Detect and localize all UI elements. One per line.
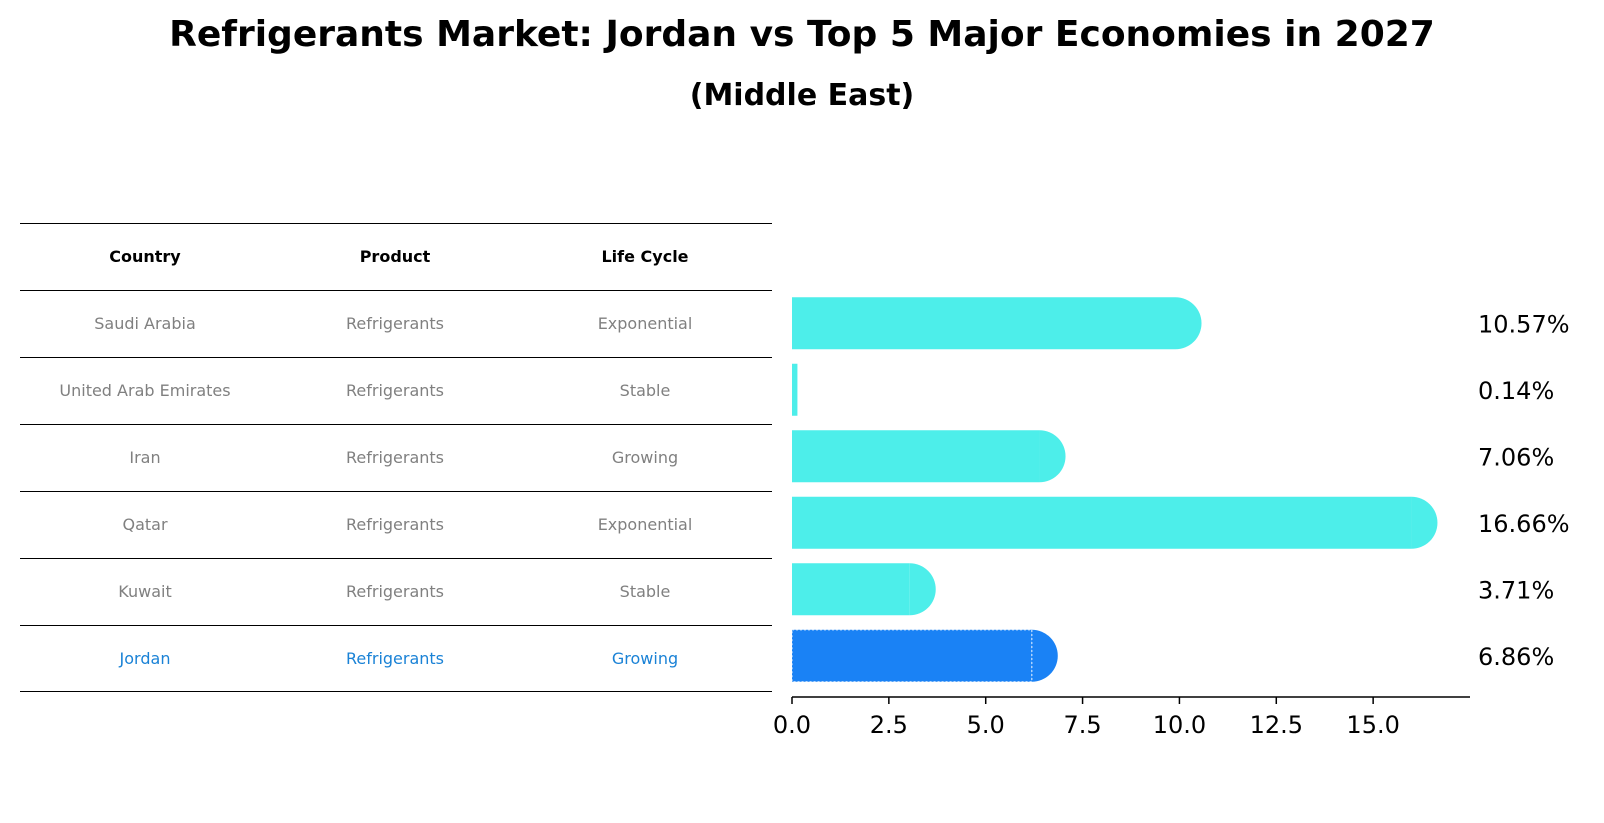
chart-title: Refrigerants Market: Jordan vs Top 5 Maj…: [169, 14, 1435, 55]
x-tick-label: 10.0: [1153, 711, 1206, 739]
bar-cap: [1175, 297, 1202, 350]
chart-subtitle: (Middle East): [689, 78, 915, 113]
bar: [792, 430, 1040, 483]
bar-cap: [1031, 629, 1058, 682]
x-tick-label: 2.5: [870, 711, 908, 739]
cell-life-cycle: Exponential: [597, 314, 693, 333]
country-table: Country Product Life Cycle Saudi Arabia …: [20, 223, 772, 692]
cell-country: Qatar: [122, 515, 168, 534]
cell-life-cycle: Stable: [619, 381, 671, 400]
header-product: Product: [359, 247, 431, 266]
header-life-cycle: Life Cycle: [601, 247, 689, 266]
cell-product: Refrigerants: [345, 649, 445, 668]
bar-value-label: 16.66%: [1478, 510, 1570, 538]
bar-value-label: 7.06%: [1478, 443, 1554, 471]
cell-product: Refrigerants: [345, 314, 445, 333]
header-country: Country: [109, 247, 181, 266]
cell-country: Saudi Arabia: [94, 314, 196, 333]
bar-cap: [1039, 430, 1066, 483]
cell-country: United Arab Emirates: [59, 381, 231, 400]
bar-value-label: 3.71%: [1478, 576, 1554, 604]
bar-value-label: 10.57%: [1478, 310, 1570, 338]
cell-life-cycle: Growing: [611, 649, 679, 668]
cell-country: Kuwait: [118, 582, 172, 601]
table-header-row: Country Product Life Cycle: [20, 223, 772, 290]
cell-product: Refrigerants: [345, 448, 445, 467]
x-tick-label: 7.5: [1063, 711, 1101, 739]
bar-cap: [909, 563, 936, 616]
cell-life-cycle: Growing: [611, 448, 679, 467]
table-row: Kuwait Refrigerants Stable: [20, 558, 772, 625]
bar-value-label: 0.14%: [1478, 377, 1554, 405]
bar: [792, 629, 1032, 682]
bar-highlight-outline: [791, 629, 1033, 683]
cell-product: Refrigerants: [345, 515, 445, 534]
table-row: Qatar Refrigerants Exponential: [20, 491, 772, 558]
bar: [792, 563, 910, 616]
cell-life-cycle: Exponential: [597, 515, 693, 534]
table-row: Iran Refrigerants Growing: [20, 424, 772, 491]
x-tick-label: 5.0: [967, 711, 1005, 739]
table-row-highlighted: Jordan Refrigerants Growing: [20, 625, 772, 692]
x-tick-label: 0.0: [773, 711, 811, 739]
cell-product: Refrigerants: [345, 381, 445, 400]
cell-life-cycle: Stable: [619, 582, 671, 601]
table-row: Saudi Arabia Refrigerants Exponential: [20, 290, 772, 357]
bar: [792, 297, 1176, 350]
bar-cap: [1411, 496, 1438, 549]
bar-value-label: 6.86%: [1478, 643, 1554, 671]
cell-product: Refrigerants: [345, 582, 445, 601]
x-tick-label: 15.0: [1346, 711, 1399, 739]
x-tick-label: 12.5: [1250, 711, 1303, 739]
cell-country: Jordan: [119, 649, 171, 668]
table-row: United Arab Emirates Refrigerants Stable: [20, 357, 772, 424]
bar: [792, 363, 798, 416]
cell-country: Iran: [129, 448, 161, 467]
bar: [792, 496, 1412, 549]
